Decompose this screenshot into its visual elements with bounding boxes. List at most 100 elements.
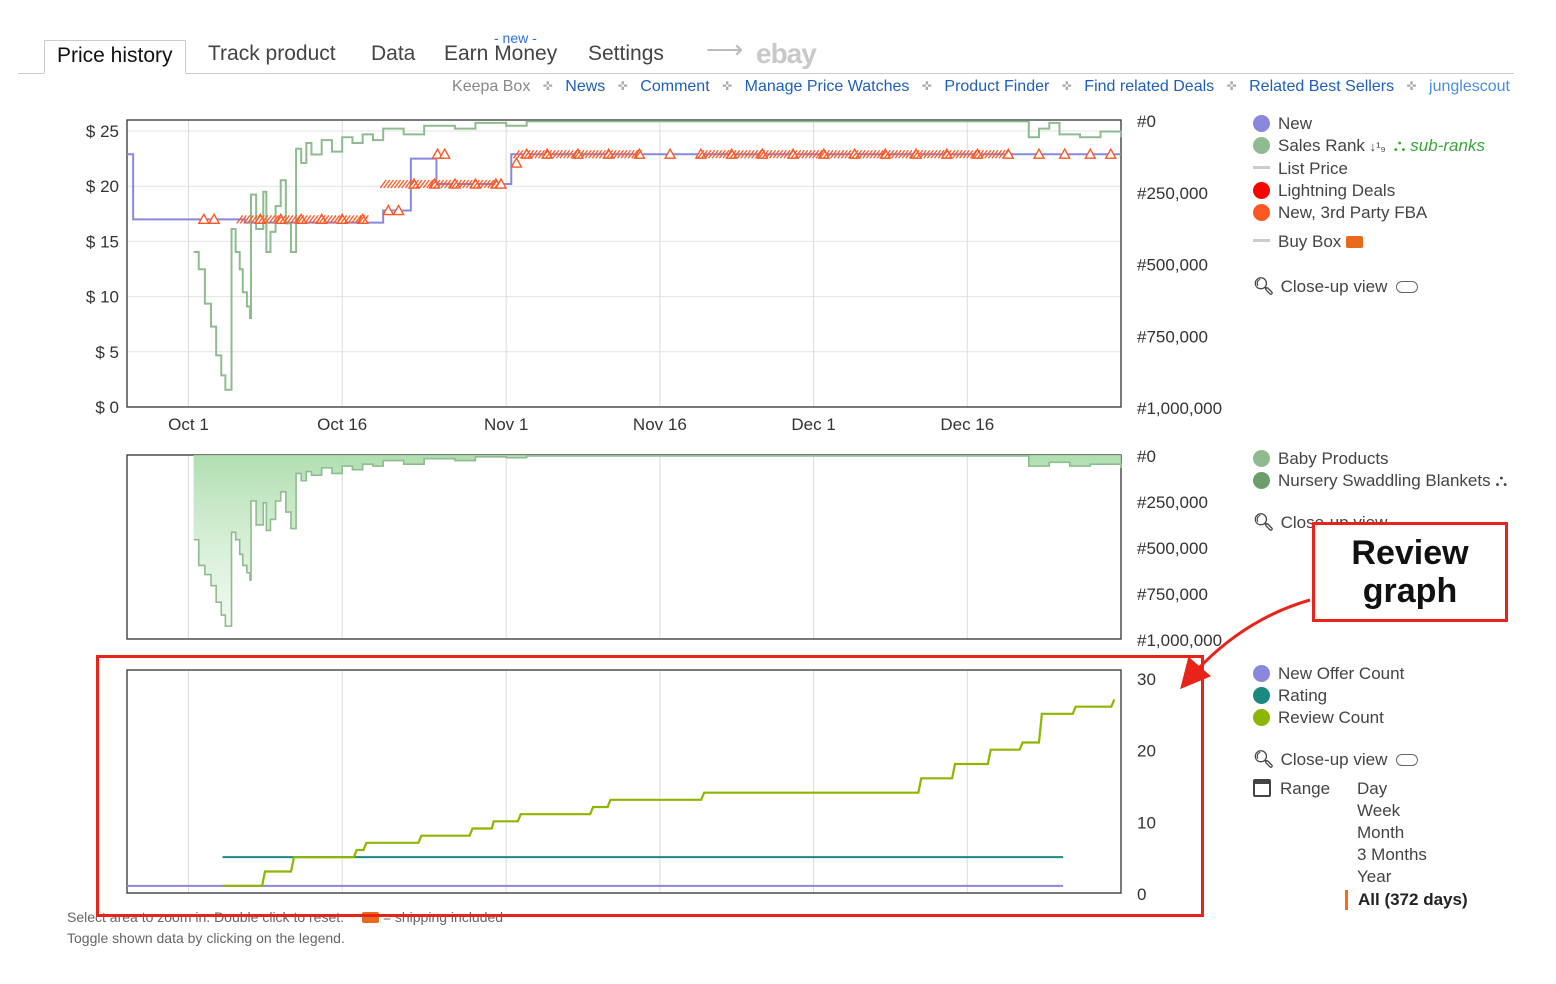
fba-hatch [476, 179, 484, 189]
toggle-icon[interactable] [1396, 754, 1419, 766]
fba-hatch [404, 179, 412, 189]
fba-hatch [426, 179, 434, 189]
fba-hatch [595, 149, 603, 159]
fba-hatch [955, 149, 963, 159]
tab-earn-money[interactable]: Earn Money [444, 42, 558, 65]
link-junglescout[interactable]: junglescout [1429, 78, 1510, 95]
truck-icon [361, 912, 379, 923]
close-up-toggle-review[interactable]: 🔍︎ Close-up view [1253, 750, 1419, 770]
legend-dot [1253, 182, 1270, 199]
range-year[interactable]: Year [1357, 867, 1392, 886]
legend-item-nursery[interactable]: Nursery Swaddling Blankets ⛬ [1253, 471, 1507, 491]
range-all[interactable]: All (372 days) [1345, 890, 1468, 910]
link-comment[interactable]: Comment [640, 78, 710, 95]
tab-price-history[interactable]: Price history [44, 40, 186, 74]
footer-line-1: Select area to zoom in. Double click to … [67, 909, 503, 925]
fba-hatch [711, 149, 719, 159]
range-label: Range [1280, 779, 1331, 798]
link-find-related-deals[interactable]: Find related Deals [1084, 78, 1215, 95]
link-keepa-box[interactable]: Keepa Box [452, 78, 531, 95]
fba-hatch [340, 214, 348, 224]
ebay-logo[interactable]: ebay [756, 38, 817, 69]
fba-hatch [840, 149, 848, 159]
legend-label: Buy Box [1278, 232, 1342, 251]
range-3-months[interactable]: 3 Months [1357, 845, 1427, 864]
fba-hatch [361, 214, 369, 224]
fba-hatch [977, 149, 985, 159]
fba-hatch [534, 149, 542, 159]
fba-hatch [847, 149, 856, 159]
fba-hatch [254, 214, 262, 224]
legend-item-new-offer-count[interactable]: New Offer Count [1253, 664, 1404, 684]
fba-hatch [880, 149, 888, 159]
toggle-icon[interactable] [1396, 281, 1419, 293]
rank-chart[interactable]: #0 #250,000 #500,000 #750,000 #1,000,000 [126, 447, 1222, 650]
fba-hatch [462, 179, 470, 189]
fba-marker [1104, 147, 1117, 159]
fba-hatch [570, 149, 578, 159]
fba-hatch [261, 214, 269, 224]
review-chart[interactable]: 0 10 20 30 [126, 669, 1156, 904]
tab-data[interactable]: Data [371, 42, 416, 65]
fba-hatch [923, 149, 931, 159]
legend-item-rating[interactable]: Rating [1253, 686, 1327, 706]
link-news[interactable]: News [565, 78, 606, 95]
link-related-best-sellers[interactable]: Related Best Sellers [1249, 78, 1395, 95]
fba-hatch [794, 149, 802, 159]
fba-hatch [801, 149, 809, 159]
fba-hatch [812, 149, 820, 159]
fba-hatch [279, 214, 287, 224]
calendar-icon [1253, 779, 1271, 797]
tab-track-product[interactable]: Track product [208, 42, 336, 65]
sort-icon[interactable]: ↓¹₉ [1369, 139, 1386, 154]
fba-hatch [347, 214, 355, 224]
fba-hatch [891, 149, 899, 159]
series-review-count [222, 699, 1116, 887]
range-day[interactable]: Day [1357, 779, 1388, 798]
legend-item-buy-box[interactable]: Buy Box [1253, 232, 1364, 252]
legend-item-review-count[interactable]: Review Count [1253, 708, 1384, 728]
fba-hatch [268, 214, 276, 224]
legend-item-sales-rank[interactable]: Sales Rank ↓¹₉ ⛬ sub-ranks [1253, 136, 1485, 156]
sub-ranks-label: sub-ranks [1410, 136, 1485, 155]
fba-hatch [472, 179, 480, 189]
sub-ranks-link[interactable]: ⛬ sub-ranks [1394, 136, 1485, 155]
fba-hatch [325, 214, 333, 224]
fba-hatch [998, 149, 1006, 159]
fba-marker [392, 204, 405, 216]
legend-item-baby-products[interactable]: Baby Products [1253, 449, 1389, 469]
fba-hatch [490, 179, 498, 189]
fba-hatch [401, 179, 409, 189]
range-month[interactable]: Month [1357, 823, 1405, 842]
fba-hatch [545, 149, 553, 159]
fba-hatch [516, 149, 524, 159]
legend-item-lightning-deals[interactable]: Lightning Deals [1253, 181, 1395, 201]
link-product-finder[interactable]: Product Finder [944, 78, 1050, 95]
y-tick-label-right: #0 [1137, 112, 1156, 131]
fba-hatch [304, 214, 312, 224]
fba-hatch [844, 149, 852, 159]
y-tick-label-right: 20 [1137, 742, 1156, 761]
fba-hatch [987, 149, 995, 159]
legend-item-new[interactable]: New [1253, 114, 1312, 134]
fba-hatch [530, 149, 538, 159]
legend-label: New [1278, 114, 1313, 133]
close-up-toggle-price[interactable]: 🔍︎ Close-up view [1253, 277, 1419, 297]
fba-hatch [966, 149, 974, 159]
range-week[interactable]: Week [1357, 801, 1401, 820]
fba-hatch [776, 149, 784, 159]
legend-item-fba[interactable]: New, 3rd Party FBA [1253, 203, 1427, 223]
fba-hatch [609, 149, 617, 159]
legend-label: Review Count [1278, 708, 1384, 727]
tab-settings[interactable]: Settings [588, 42, 664, 65]
fba-marker [1084, 147, 1097, 159]
fba-hatch [822, 149, 830, 159]
price-chart[interactable]: $ 0 $ 5 $ 10 $ 15 $ 20 $ 25 #0 #250,000 #500,000… [86, 112, 1222, 434]
legend-dot [1253, 450, 1270, 467]
link-manage-price-watches[interactable]: Manage Price Watches [744, 78, 910, 95]
y-tick-label-left: $ 15 [86, 232, 119, 251]
legend-item-list-price[interactable]: List Price [1253, 159, 1348, 179]
fba-hatch [962, 149, 970, 159]
fba-hatch [973, 149, 981, 159]
